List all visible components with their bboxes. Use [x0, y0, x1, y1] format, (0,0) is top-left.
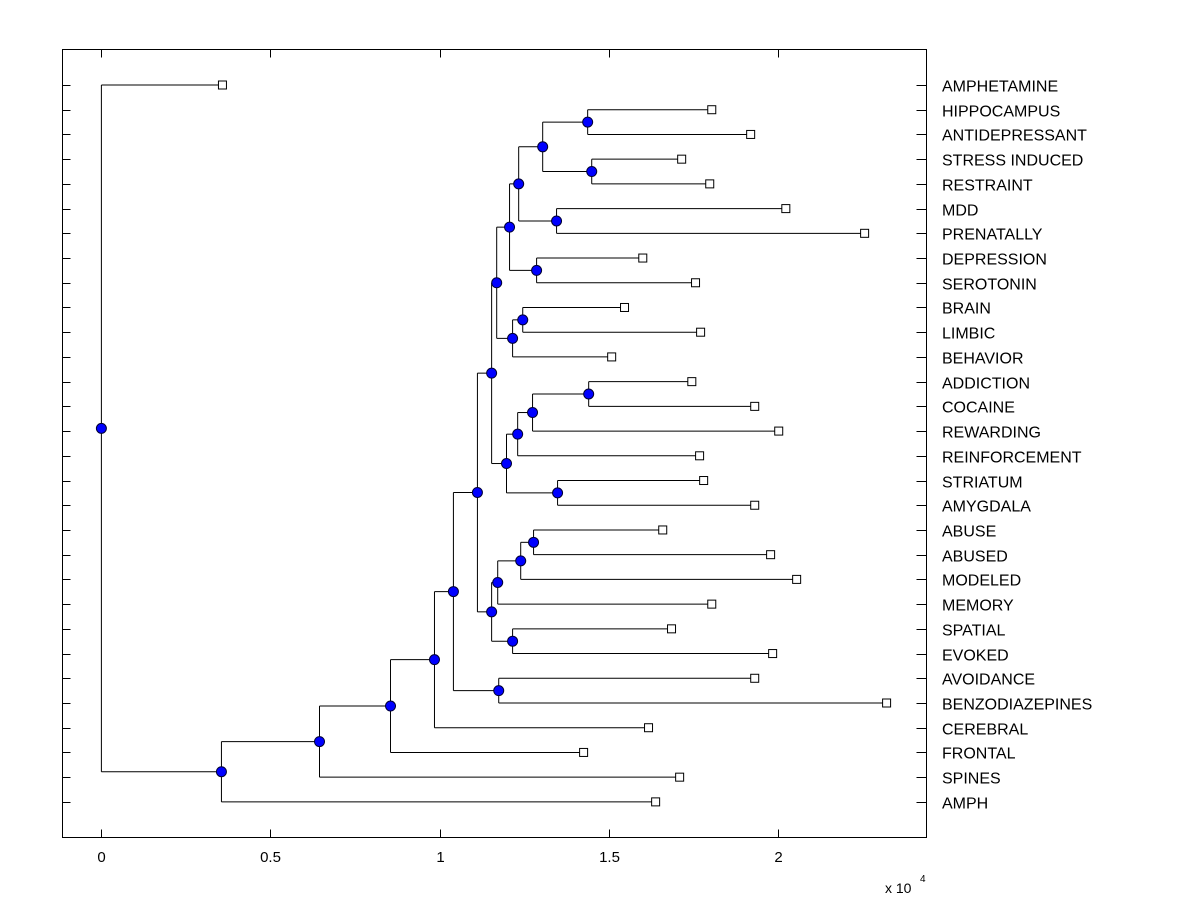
leaf-label: HIPPOCAMPUS — [942, 104, 1060, 121]
cluster-node — [215, 766, 227, 778]
leaf-node — [705, 179, 715, 189]
leaf-node — [766, 550, 776, 560]
leaf-node — [620, 302, 630, 312]
leaf-label: BRAIN — [942, 301, 991, 318]
leaf-node — [675, 772, 685, 782]
leaf-label: ABUSED — [942, 549, 1008, 566]
leaf-node — [750, 500, 760, 510]
leaf-label: RESTRAINT — [942, 178, 1033, 195]
leaf-label: MDD — [942, 203, 978, 220]
leaf-label: AMPH — [942, 796, 988, 813]
cluster-node — [528, 536, 540, 548]
leaf-node — [696, 327, 706, 337]
cluster-node — [515, 555, 527, 567]
leaf-label: MEMORY — [942, 598, 1014, 615]
x-tick-label: 0.5 — [260, 849, 281, 866]
leaf-label: EVOKED — [942, 648, 1009, 665]
leaf-node — [644, 723, 654, 733]
leaf-node — [746, 129, 756, 139]
leaf-label: STRIATUM — [942, 475, 1023, 492]
leaf-node — [750, 401, 760, 411]
leaf-node — [579, 747, 589, 757]
cluster-node — [512, 428, 524, 440]
leaf-node — [695, 451, 705, 461]
cluster-node — [492, 576, 504, 588]
cluster-node — [504, 221, 516, 233]
leaf-label: PRENATALLY — [942, 227, 1043, 244]
cluster-node — [486, 367, 498, 379]
cluster-node — [517, 314, 529, 326]
cluster-node — [493, 685, 505, 697]
leaf-label: AVOIDANCE — [942, 672, 1035, 689]
plot-area — [62, 49, 927, 838]
leaf-label: SEROTONIN — [942, 277, 1037, 294]
x-tick-label: 1 — [436, 849, 444, 866]
leaf-label: BENZODIAZEPINES — [942, 697, 1092, 714]
leaf-label: AMPHETAMINE — [942, 79, 1058, 96]
cluster-node — [513, 178, 525, 190]
leaf-node — [691, 278, 701, 288]
leaf-label: REWARDING — [942, 425, 1041, 442]
leaf-node — [677, 154, 687, 164]
leaf-label: MODELED — [942, 573, 1021, 590]
cluster-node — [471, 486, 483, 498]
leaf-node — [750, 673, 760, 683]
cluster-node — [507, 635, 519, 647]
leaf-label: ADDICTION — [942, 376, 1030, 393]
cluster-node — [531, 264, 543, 276]
leaf-label: DEPRESSION — [942, 252, 1047, 269]
cluster-node — [501, 458, 513, 470]
cluster-node — [586, 166, 598, 178]
cluster-node — [552, 487, 564, 499]
x-tick-label: 1.5 — [599, 849, 620, 866]
leaf-node — [651, 797, 661, 807]
x-tick-label: 2 — [774, 849, 782, 866]
leaf-label: CEREBRAL — [942, 722, 1028, 739]
leaf-node — [667, 624, 677, 634]
leaf-label: AMYGDALA — [942, 499, 1031, 516]
leaf-node — [607, 352, 617, 362]
x-exponent-power: 4 — [920, 874, 926, 885]
leaf-label: SPINES — [942, 771, 1001, 788]
x-exponent-label: x 10 — [885, 880, 912, 896]
x-tick-label: 0 — [97, 849, 105, 866]
cluster-node — [507, 332, 519, 344]
cluster-node — [428, 654, 440, 666]
cluster-node — [491, 277, 503, 289]
leaf-node — [781, 204, 791, 214]
cluster-node — [551, 215, 563, 227]
leaf-label: STRESS INDUCED — [942, 153, 1083, 170]
leaf-node — [768, 649, 778, 659]
leaf-node — [699, 476, 709, 486]
leaf-label: COCAINE — [942, 400, 1015, 417]
cluster-node — [314, 736, 326, 748]
leaf-label: SPATIAL — [942, 623, 1006, 640]
cluster-node — [527, 407, 539, 419]
leaf-node — [687, 377, 697, 387]
leaf-node — [882, 698, 892, 708]
cluster-node — [447, 586, 459, 598]
cluster-node — [486, 606, 498, 618]
cluster-node — [583, 388, 595, 400]
cluster-node — [95, 422, 107, 434]
leaf-node — [860, 228, 870, 238]
leaf-label: ABUSE — [942, 524, 996, 541]
leaf-node — [638, 253, 648, 263]
cluster-node — [385, 700, 397, 712]
leaf-label: LIMBIC — [942, 326, 995, 343]
leaf-label: ANTIDEPRESSANT — [942, 128, 1087, 145]
cluster-node — [582, 116, 594, 128]
leaf-label: REINFORCEMENT — [942, 450, 1082, 467]
cluster-node — [537, 141, 549, 153]
leaf-label: FRONTAL — [942, 746, 1016, 763]
leaf-node — [774, 426, 784, 436]
leaf-node — [658, 525, 668, 535]
leaf-node — [217, 80, 227, 90]
leaf-node — [707, 599, 717, 609]
leaf-label: BEHAVIOR — [942, 351, 1024, 368]
leaf-node — [792, 574, 802, 584]
leaf-node — [707, 105, 717, 115]
